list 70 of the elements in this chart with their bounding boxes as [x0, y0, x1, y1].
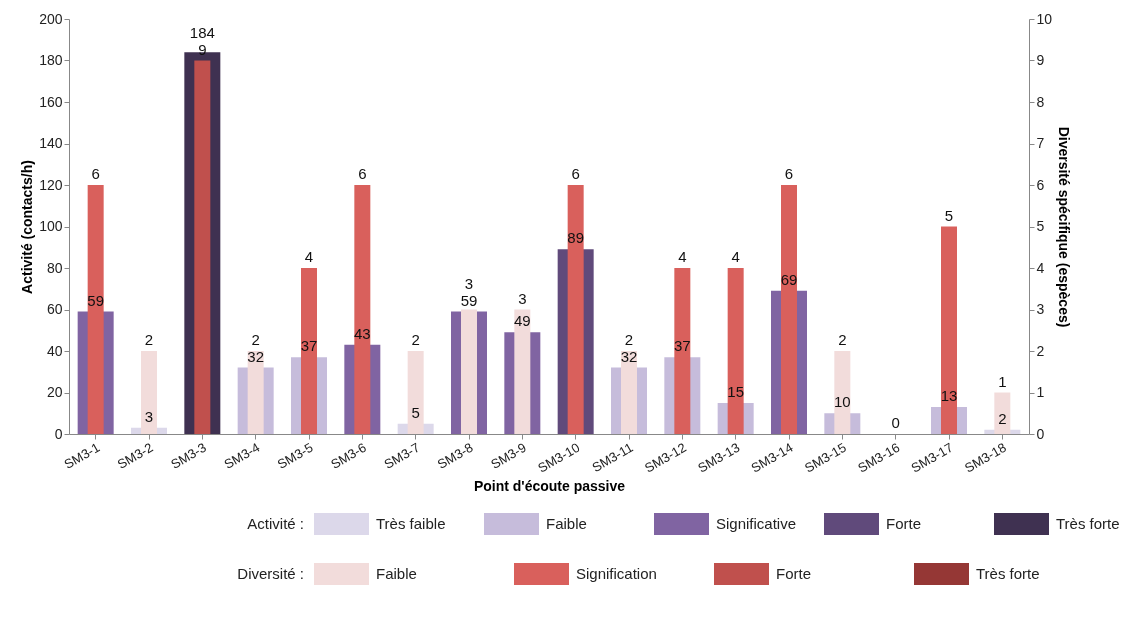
legend-label: Faible: [376, 565, 417, 582]
y2-tick-label: 7: [1036, 135, 1045, 151]
y-tick-label: 160: [39, 93, 63, 110]
legend-label: Forte: [776, 565, 812, 582]
text: Diversité :: [237, 565, 304, 582]
data-label: 89: [567, 229, 585, 247]
data-label: 32: [620, 347, 638, 365]
data-label: 13: [940, 387, 958, 405]
data-label: 69: [780, 270, 798, 288]
legend-label: Très forte: [1056, 515, 1120, 532]
legend-label: Signification: [576, 565, 657, 582]
data-label: 6: [91, 165, 100, 182]
y2-axis-title: Diversité spécifique (espèces): [1056, 126, 1073, 328]
legend-label: Forte: [886, 515, 922, 532]
data-label: 2: [251, 330, 260, 348]
legend-label: Faible: [546, 515, 587, 532]
data-label: 5: [411, 403, 420, 421]
data-label: 3: [518, 289, 527, 307]
data-label: 0: [891, 414, 900, 431]
data-label: 43: [353, 324, 371, 342]
y2-tick-label: 0: [1036, 425, 1045, 442]
y-tick-label: 200: [39, 10, 63, 27]
y2-tick-label: 10: [1036, 10, 1053, 27]
y2-tick-label: 1: [1036, 384, 1045, 400]
data-label: 49: [513, 312, 531, 330]
y-tick-label: 120: [39, 176, 63, 193]
legend-label: Très faible: [376, 515, 446, 532]
data-label: 2: [838, 331, 847, 348]
data-label: 15: [727, 382, 745, 400]
y2-tick-label: 9: [1036, 52, 1045, 68]
y-tick-label: 40: [46, 342, 63, 359]
y2-tick-label: 8: [1036, 93, 1045, 110]
legend-label: Significative: [716, 515, 797, 532]
data-label: 2: [624, 330, 634, 348]
data-label: 184: [189, 23, 215, 41]
data-label: 3: [464, 274, 474, 292]
data-label: 2: [998, 409, 1007, 427]
data-label: 37: [673, 337, 691, 355]
data-label: 4: [731, 248, 740, 265]
data-label: 59: [87, 291, 105, 309]
data-label: 4: [678, 248, 687, 265]
data-label: 5: [944, 206, 954, 224]
data-label: 2: [411, 331, 420, 348]
y-axis-title: Activité (contacts/h): [19, 160, 36, 294]
y-tick-label: 0: [54, 425, 63, 442]
data-label: 3: [144, 407, 154, 425]
data-label: 4: [304, 248, 314, 265]
data-label: 37: [300, 337, 318, 355]
data-label: 6: [784, 165, 794, 182]
legend-label: Très forte: [976, 565, 1040, 582]
data-label: 1: [998, 372, 1007, 390]
y2-tick-label: 2: [1036, 342, 1045, 359]
y-tick-label: 100: [39, 218, 63, 234]
data-label: 10: [833, 393, 851, 411]
y-tick-label: 60: [46, 301, 63, 317]
y2-tick-label: 6: [1036, 176, 1045, 193]
y-tick-label: 180: [39, 52, 63, 68]
y2-tick-label: 4: [1036, 259, 1045, 276]
x-axis-title: Point d'écoute passive: [473, 477, 626, 494]
y-tick-label: 140: [39, 135, 63, 151]
text: Activité :: [247, 515, 304, 532]
y-tick-label: 80: [46, 259, 63, 276]
data-label: 6: [358, 165, 367, 182]
y2-tick-label: 3: [1036, 301, 1045, 317]
data-label: 32: [247, 347, 265, 365]
y-tick-label: 20: [46, 384, 63, 400]
data-label: 59: [460, 291, 478, 309]
data-label: 2: [144, 331, 154, 348]
y2-tick-label: 5: [1036, 218, 1045, 234]
data-label: 6: [571, 165, 580, 182]
